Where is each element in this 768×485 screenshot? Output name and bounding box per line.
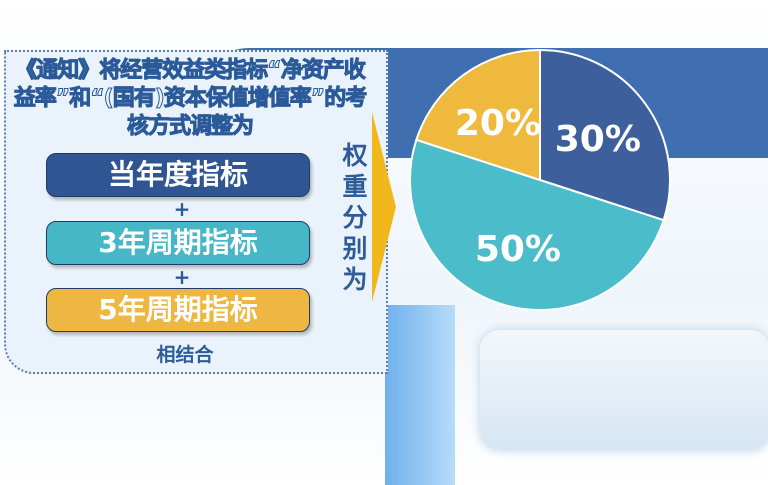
pie-slice-label: 50% (475, 229, 561, 270)
pie-slice-label: 20% (455, 103, 541, 144)
pie-slice (409, 138, 665, 311)
pie-slice (415, 48, 541, 182)
plus-sign: + (173, 265, 191, 289)
arrow-icon (372, 112, 396, 302)
decorative-bar (385, 305, 455, 485)
indicator-5-year: 5年周期指标 (46, 288, 310, 332)
intro-text: 《通知》将经营效益类指标“净资产收益率”和“(国有)资本保值增值率”的考核方式调… (13, 58, 368, 140)
indicator-3-year: 3年周期指标 (46, 221, 310, 265)
decorative-platform (480, 330, 768, 450)
indicator-current-year: 当年度指标 (46, 153, 310, 197)
pie-slice (539, 48, 671, 222)
pie-slice-label: 30% (555, 119, 641, 160)
weights-label: 权重分别为 (342, 141, 368, 294)
combine-text: 相结合 (156, 344, 214, 366)
plus-sign: + (173, 197, 191, 221)
